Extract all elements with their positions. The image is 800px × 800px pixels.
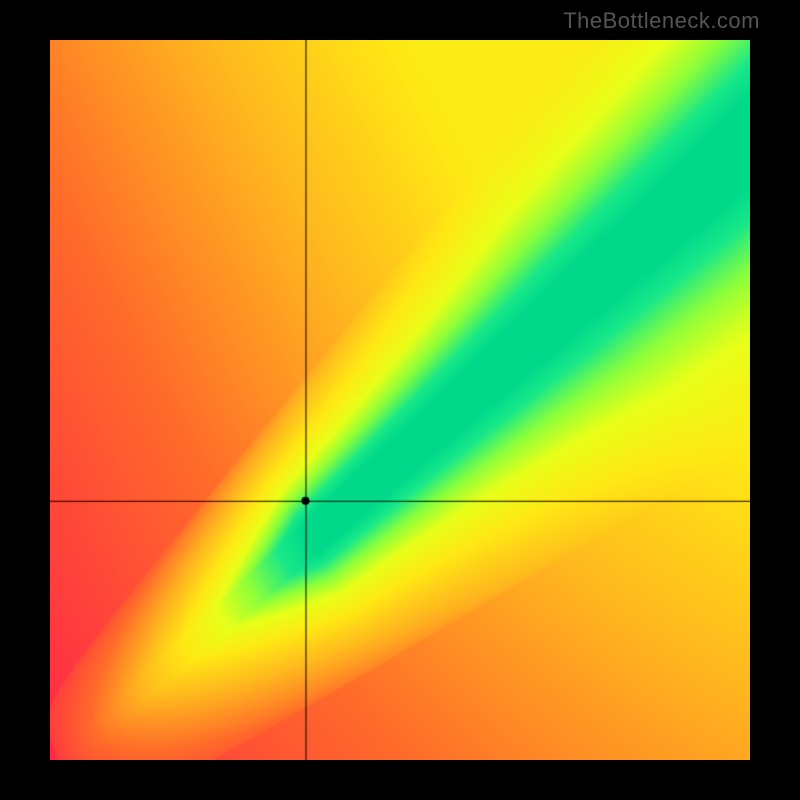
heatmap-canvas [50, 40, 750, 760]
watermark-text: TheBottleneck.com [563, 8, 760, 34]
chart-container: TheBottleneck.com [0, 0, 800, 800]
plot-area [50, 40, 750, 760]
